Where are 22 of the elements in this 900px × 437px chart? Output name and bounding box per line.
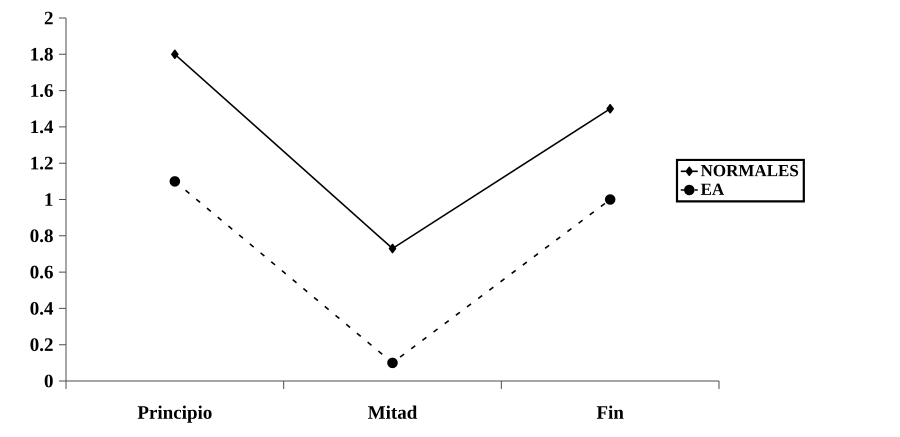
point [387, 358, 398, 368]
y-tick-label: 0.2 [30, 338, 53, 352]
point [606, 104, 614, 114]
y-tick-label: 1.6 [31, 84, 53, 98]
x-tick-label: Mitad [368, 406, 418, 419]
legend-label: NORMALES [700, 164, 798, 176]
y-tick-label: 1.2 [31, 156, 53, 170]
y-tick-label: 2 [44, 12, 53, 24]
y-tick-label: 1.4 [31, 120, 54, 134]
point [171, 50, 179, 60]
point [170, 176, 180, 187]
y-tick-label: 0.8 [30, 229, 53, 242]
y-tick-label: 1 [45, 193, 52, 206]
y-tick-label: 0.4 [30, 302, 54, 315]
x-tick-label: Fin [596, 406, 624, 419]
y-tick-label: 1.8 [31, 48, 53, 61]
y-tick-label: 0 [44, 374, 53, 388]
x-tick-label: Principio [138, 406, 212, 423]
legend-label: EA [700, 184, 724, 195]
point [604, 194, 616, 205]
point [388, 244, 396, 254]
y-tick-label: 0.6 [30, 266, 53, 279]
